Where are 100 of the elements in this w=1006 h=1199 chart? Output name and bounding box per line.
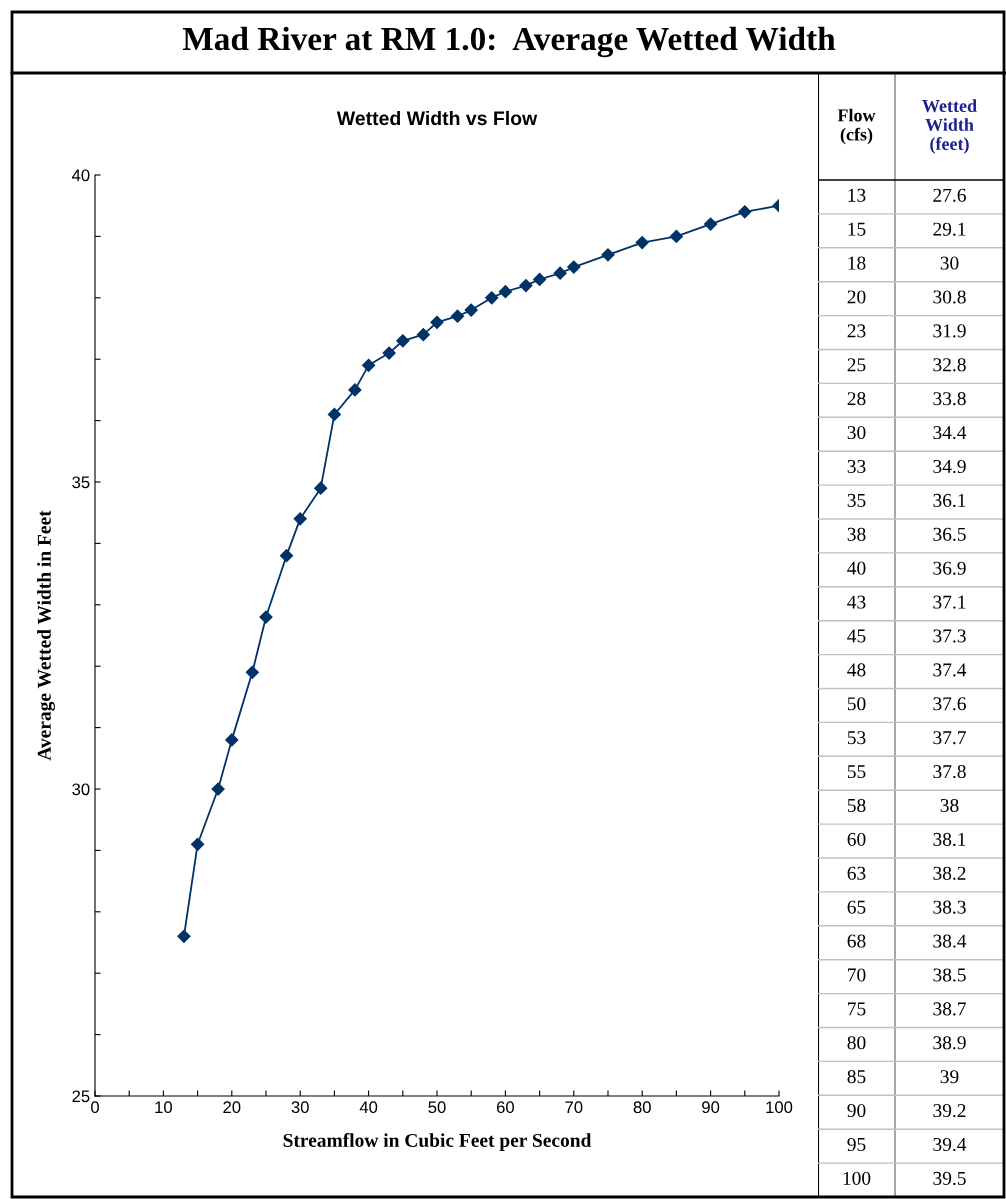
text: 33: [847, 459, 866, 474]
x-axis-title: Streamflow in Cubic Feet per Second: [283, 1133, 592, 1151]
y-tick-label: 40: [71, 169, 90, 182]
point: [450, 309, 465, 323]
point: [177, 929, 191, 943]
point: [669, 229, 683, 243]
text: 37.6: [933, 697, 966, 711]
point: [259, 610, 273, 624]
text: 68: [847, 934, 866, 948]
text: 58: [847, 798, 866, 813]
x-tick-label: 0: [91, 1101, 99, 1114]
point: [738, 205, 752, 219]
text: 50: [847, 697, 866, 711]
text: 31.9: [933, 324, 966, 338]
text: 39.5: [933, 1171, 966, 1185]
y-tick-label: 30: [72, 783, 90, 796]
text: 28: [847, 392, 866, 406]
x-tick-label: 30: [291, 1101, 309, 1114]
text: 37.4: [933, 663, 967, 677]
text: 100: [843, 1171, 871, 1185]
text: 38.4: [933, 934, 967, 948]
x-tick-label: 70: [565, 1101, 583, 1114]
point: [314, 481, 328, 495]
point: [191, 837, 205, 851]
text: 70: [848, 968, 866, 982]
point: [601, 248, 615, 262]
text: 80: [847, 1036, 866, 1050]
point: [485, 291, 499, 305]
text: 38.9: [933, 1036, 966, 1050]
point: [362, 358, 376, 372]
text: Flow (cfs): [837, 108, 876, 145]
text: 37.3: [933, 629, 966, 643]
text: 34.9: [933, 459, 966, 474]
text: 29.1: [933, 222, 966, 236]
point: [464, 303, 478, 317]
text: 25: [847, 358, 866, 372]
text: 48: [847, 663, 866, 677]
text: 53: [847, 731, 866, 745]
text: 37.7: [933, 731, 966, 745]
text: 36.9: [933, 561, 966, 575]
text: Wetted Width (feet): [922, 99, 977, 154]
point: [553, 266, 567, 280]
point: [416, 328, 430, 342]
x-tick-label: 60: [496, 1101, 515, 1114]
text: 39.4: [933, 1137, 967, 1152]
text: 36.5: [933, 527, 966, 541]
text: 39.2: [933, 1104, 966, 1118]
chart-title: Mad River at RM 1.0: Average Wetted Width: [182, 26, 836, 58]
text: 38.3: [933, 900, 966, 914]
text: 30: [940, 256, 959, 270]
point: [635, 235, 649, 250]
text: 18: [848, 256, 866, 270]
text: 30.8: [933, 290, 966, 304]
x-tick-label: 50: [428, 1101, 446, 1114]
text: 38.5: [933, 968, 966, 982]
y-axis-title: Average Wetted Width in Feet: [37, 510, 55, 761]
x-tick-label: 80: [633, 1101, 651, 1114]
point: [704, 217, 718, 231]
text: 30: [847, 426, 866, 440]
text: 95: [847, 1137, 866, 1152]
text: 39: [940, 1070, 959, 1084]
text: 32.8: [933, 358, 966, 372]
text: 45: [847, 629, 866, 643]
point: [279, 549, 294, 563]
x-tick-label: 90: [702, 1101, 720, 1114]
x-tick-label: 20: [223, 1101, 241, 1114]
text: 13: [848, 188, 866, 202]
text: 27.6: [933, 188, 966, 202]
text: 75: [848, 1002, 866, 1016]
text: 38: [940, 798, 959, 813]
text: 38: [847, 527, 866, 541]
text: 63: [847, 866, 866, 880]
point: [327, 407, 341, 422]
y-tick-label: 35: [72, 476, 90, 489]
point: [567, 260, 581, 274]
text: 37.8: [933, 765, 966, 779]
text: 85: [847, 1070, 866, 1084]
text: 35: [847, 493, 866, 507]
x-tick-label: 10: [155, 1101, 173, 1114]
point: [396, 334, 410, 348]
text: 33.8: [933, 392, 966, 406]
text: 23: [847, 324, 866, 338]
chart-subtitle: Wetted Width vs Flow: [336, 110, 538, 126]
point: [245, 665, 259, 679]
text: 65: [847, 900, 866, 914]
point: [430, 315, 444, 329]
x-tick-label: 40: [359, 1101, 378, 1114]
point: [382, 346, 396, 360]
point: [519, 278, 533, 293]
point: [211, 782, 225, 796]
text: 38.1: [933, 832, 966, 846]
point: [498, 285, 512, 299]
point: [225, 733, 239, 747]
text: 37.1: [933, 595, 966, 609]
point: [348, 383, 362, 397]
text: 38.2: [933, 866, 966, 880]
y-tick-label: 25: [72, 1090, 90, 1103]
text: 34.4: [933, 426, 967, 440]
text: 15: [848, 222, 866, 236]
point: [293, 512, 307, 526]
